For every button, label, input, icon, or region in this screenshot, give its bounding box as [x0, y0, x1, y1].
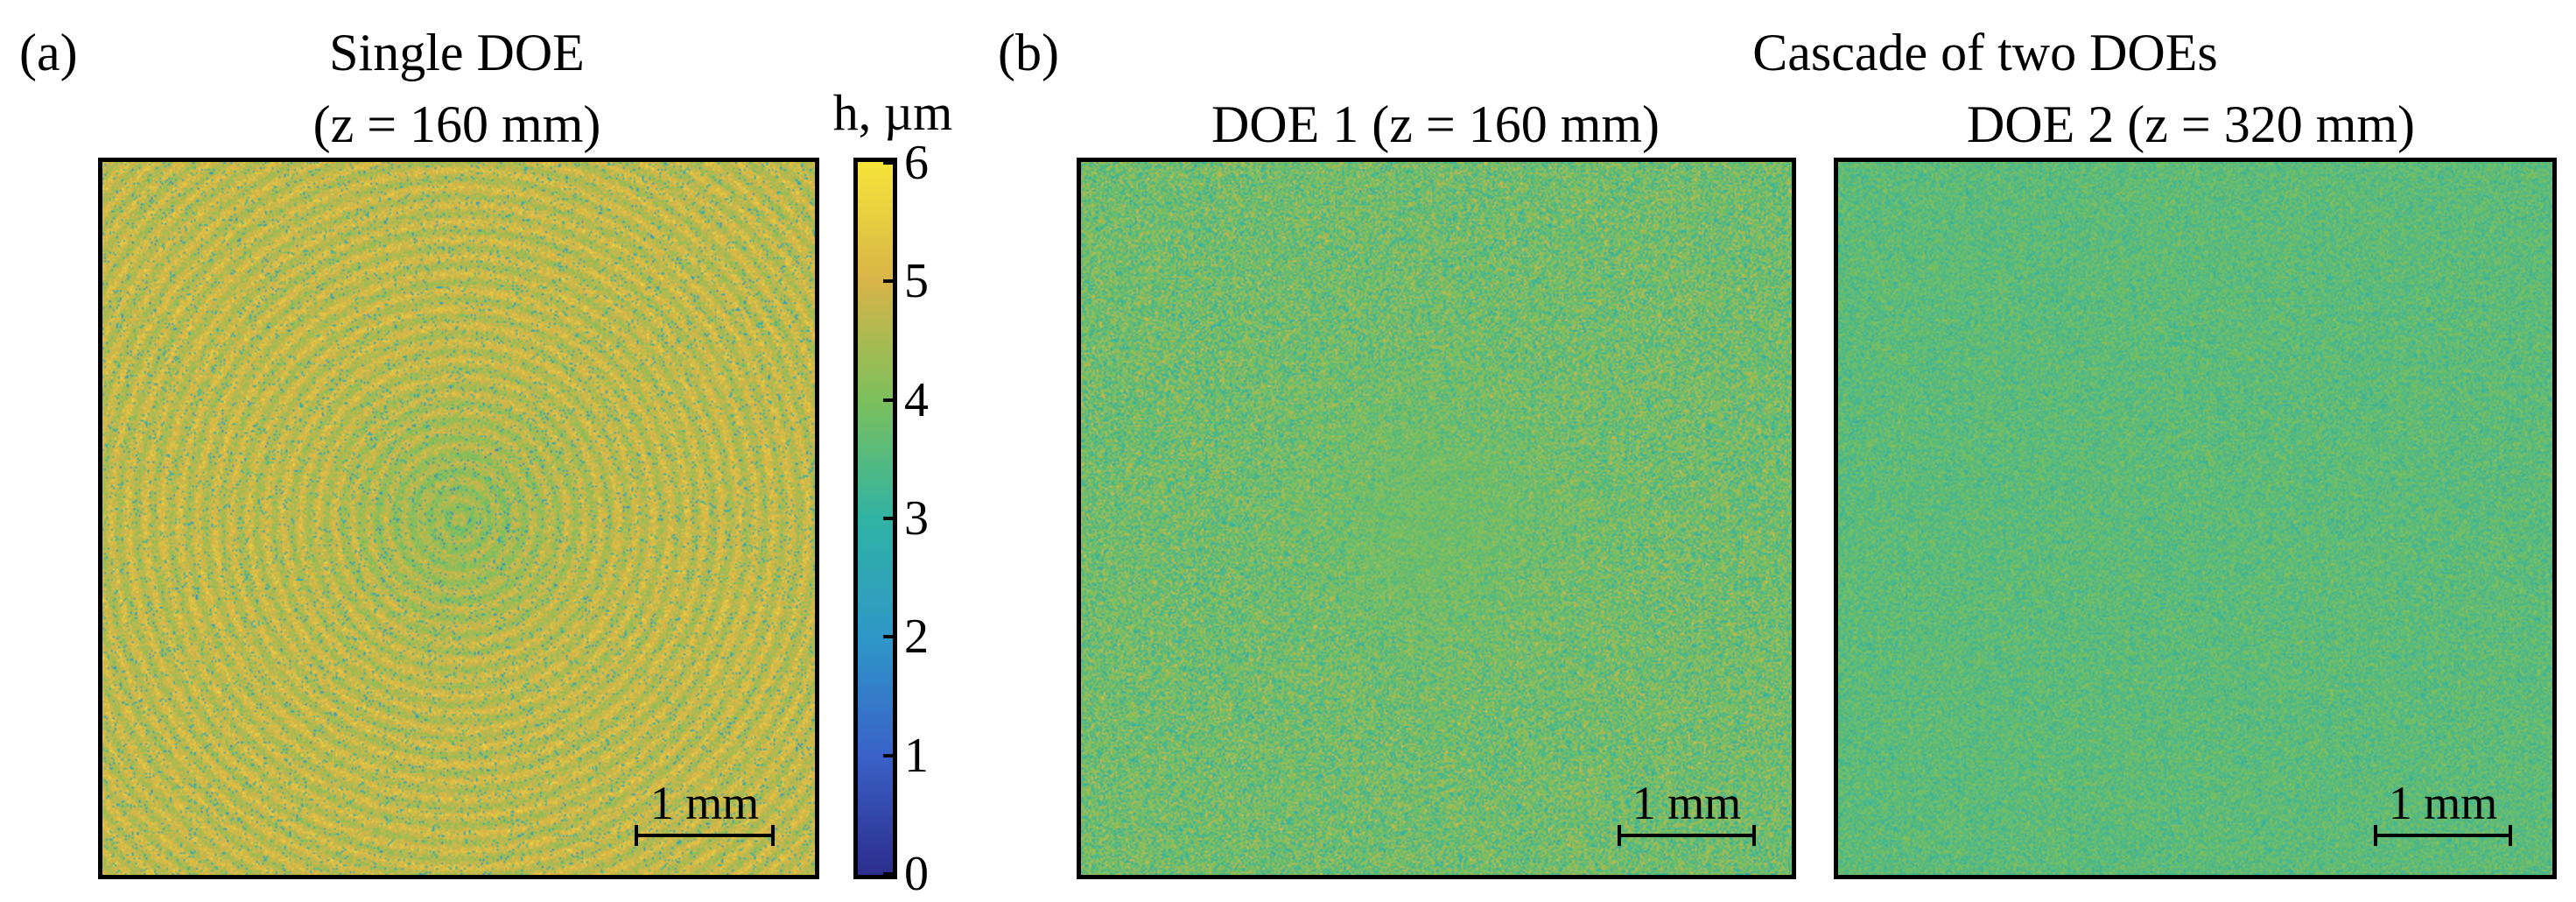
scale-bar-line — [635, 834, 775, 837]
scale-bar-tick — [635, 825, 638, 846]
doe2-height-map — [1834, 158, 2557, 879]
colorbar-tick — [883, 635, 895, 639]
panel-b-label: (b) — [998, 24, 1059, 81]
scale-bar-tick — [1752, 825, 1756, 846]
scale-bar-tick — [2374, 825, 2377, 846]
colorbar-tick-label: 4 — [904, 372, 929, 427]
scale-bar-tick — [771, 825, 775, 846]
doe2-title: DOE 2 (z = 320 mm) — [1966, 95, 2416, 153]
panel-a-height-map — [98, 158, 819, 879]
doe1-scale-label: 1 mm — [1632, 777, 1742, 829]
colorbar-tick — [883, 753, 895, 758]
doe1-scale-bar: 1 mm — [1618, 762, 1756, 849]
colorbar-tick-label: 2 — [904, 610, 929, 665]
colorbar-tick-label: 5 — [904, 254, 929, 309]
scale-bar-line — [1618, 834, 1756, 837]
scale-bar-line — [2374, 834, 2512, 837]
panel-a-subtitle: (z = 160 mm) — [312, 95, 601, 153]
colorbar-tick — [883, 517, 895, 520]
colorbar-tick — [883, 161, 895, 165]
panel-a-scale-bar: 1 mm — [635, 762, 775, 849]
panel-a-scale-label: 1 mm — [649, 777, 760, 829]
doe2-scale-label: 1 mm — [2388, 777, 2498, 829]
doe2-height-map-image — [1838, 162, 2552, 875]
colorbar-tick-label: 6 — [904, 136, 929, 190]
panel-b-title: Cascade of two DOEs — [1752, 24, 2218, 81]
doe2-scale-bar: 1 mm — [2374, 762, 2512, 849]
colorbar-tick-label: 1 — [904, 728, 929, 783]
colorbar-tick — [883, 872, 895, 876]
panel-a-label: (a) — [19, 24, 78, 81]
colorbar-tick-label: 3 — [904, 491, 929, 546]
colorbar-title: h, µm — [832, 84, 953, 141]
panel-a-title: Single DOE — [329, 24, 585, 81]
scale-bar-tick — [1618, 825, 1621, 846]
doe1-height-map-image — [1081, 162, 1792, 875]
panel-a-height-map-image — [102, 162, 815, 875]
scale-bar-tick — [2509, 825, 2512, 846]
doe1-height-map — [1077, 158, 1796, 879]
doe1-title: DOE 1 (z = 160 mm) — [1211, 95, 1660, 153]
colorbar-tick — [883, 398, 895, 402]
colorbar-tick-label: 0 — [904, 847, 929, 901]
colorbar-tick — [883, 279, 895, 284]
